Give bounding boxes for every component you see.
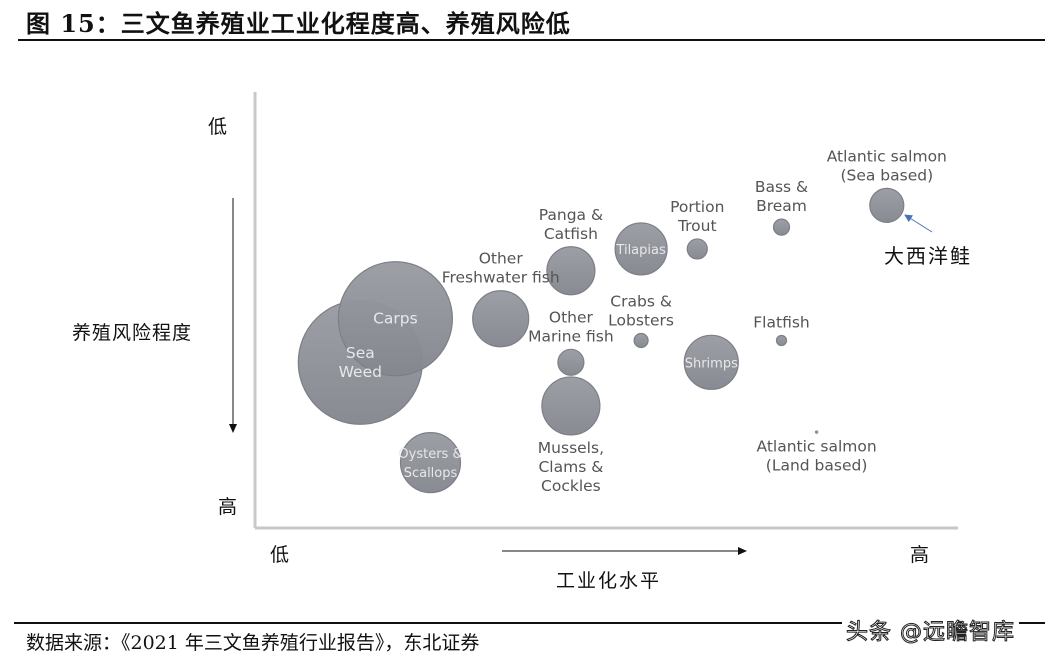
bubble-atlantic-salmon-land-based: [814, 430, 819, 434]
y-axis-bottom-label: 高: [218, 496, 238, 518]
bubble-label-sea-weed: Weed: [339, 363, 382, 381]
bubble-label-crabs-lobsters: Lobsters: [608, 312, 674, 330]
bubble-label-bass-bream: Bass &: [755, 178, 808, 196]
bubble-label-oysters-scallops: Scallops: [404, 466, 458, 481]
bubble-label-mussels-clams-cockles: Clams &: [538, 458, 603, 476]
bubble-label-crabs-lobsters: Crabs &: [610, 293, 672, 311]
bubble-label-tilapias: Tilapias: [615, 243, 666, 258]
bubble-label-panga-catfish: Catfish: [544, 225, 598, 243]
x-axis-right-label: 高: [910, 544, 930, 566]
y-axis-title: 养殖风险程度: [72, 322, 193, 344]
bubbles-layer: [297, 187, 905, 494]
bubble-label-other-freshwater-fish: Freshwater fish: [442, 269, 560, 287]
title-rule: [18, 39, 1045, 41]
bubble-label-atlantic-salmon-sea-based: Atlantic salmon: [827, 147, 947, 165]
annotation-label: 大西洋鲑: [884, 244, 972, 268]
bubble-shrimps: [683, 334, 739, 390]
figure-title: 图 15：三文鱼养殖业工业化程度高、养殖风险低: [26, 9, 571, 38]
source-note: 数据来源：《2021 年三文鱼养殖行业报告》，东北证券: [26, 632, 480, 654]
bubble-bass-bream: [772, 218, 791, 236]
y-axis-top-label: 低: [208, 116, 228, 138]
bubble-label-oysters-scallops: Oysters &: [398, 447, 462, 462]
bubble-tilapias: [614, 222, 668, 276]
bubble-label-mussels-clams-cockles: Cockles: [541, 477, 601, 495]
bubble-carps: [337, 261, 453, 377]
bubble-atlantic-salmon-sea-based: [869, 187, 905, 223]
bubble-oysters-scallops: [399, 432, 462, 494]
x-axis-left-label: 低: [270, 544, 290, 566]
bubble-mussels-clams-cockles: [541, 376, 601, 436]
bubble-crabs-lobsters: [633, 332, 649, 349]
bubble-label-other-marine-fish: Other: [549, 308, 594, 326]
bubble-label-shrimps: Shrimps: [685, 356, 738, 371]
bubble-panga-catfish: [546, 246, 596, 296]
bubble-other-marine-fish: [557, 348, 585, 376]
bubble-other-freshwater-fish: [472, 290, 530, 348]
bubble-label-bass-bream: Bream: [756, 197, 807, 215]
bubble-label-mussels-clams-cockles: Mussels,: [538, 439, 604, 457]
bubble-label-portion-trout: Trout: [677, 217, 717, 235]
source-rule: [14, 622, 1045, 624]
bubble-label-panga-catfish: Panga &: [539, 206, 603, 224]
x-axis-title: 工业化水平: [556, 570, 662, 592]
bubble-label-atlantic-salmon-sea-based: (Sea based): [840, 166, 933, 184]
bubble-label-atlantic-salmon-land-based: Atlantic salmon: [757, 438, 877, 456]
bubble-portion-trout: [686, 238, 708, 260]
bubble-label-portion-trout: Portion: [670, 198, 724, 216]
bubble-label-flatfish: Flatfish: [753, 314, 809, 332]
bubble-label-other-marine-fish: Marine fish: [528, 327, 614, 345]
bubble-label-sea-weed: Sea: [346, 344, 375, 362]
bubble-label-carps: Carps: [373, 310, 418, 328]
watermark: 头条 @远瞻智库: [842, 614, 1019, 646]
bubble-flatfish: [775, 334, 788, 347]
annotation-arrow: [904, 214, 933, 233]
bubble-label-other-freshwater-fish: Other: [479, 250, 524, 268]
bubble-label-atlantic-salmon-land-based: (Land based): [766, 457, 868, 475]
